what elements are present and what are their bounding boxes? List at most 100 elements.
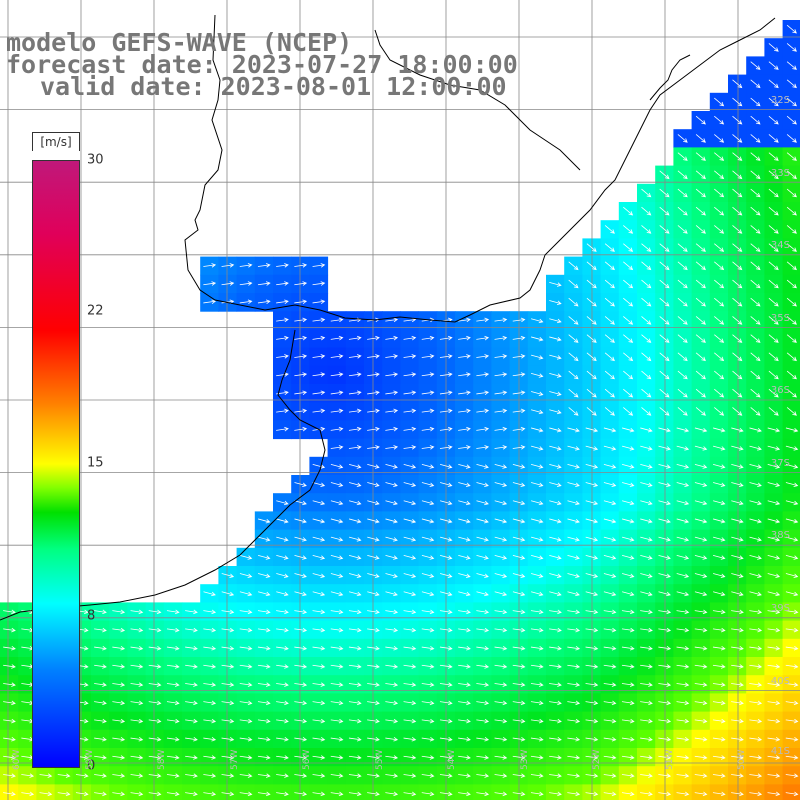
wind-arrow xyxy=(731,682,744,687)
lon-label: 52W xyxy=(592,749,602,770)
wind-arrow xyxy=(712,700,726,706)
wind-arrow xyxy=(294,609,308,615)
wind-arrow xyxy=(677,370,688,380)
wind-arrow xyxy=(750,243,761,252)
wind-arrow xyxy=(367,408,380,414)
wind-arrow xyxy=(659,188,670,198)
wind-arrow xyxy=(567,554,580,560)
wind-arrow xyxy=(568,261,579,271)
wind-arrow xyxy=(768,225,779,234)
wind-arrow xyxy=(731,482,744,487)
wind-speed-cell xyxy=(455,784,474,800)
wind-arrow xyxy=(530,791,544,797)
wind-speed-cell xyxy=(637,784,656,800)
wind-arrow xyxy=(785,700,799,706)
wind-arrow xyxy=(585,463,599,469)
wind-arrow xyxy=(750,334,761,343)
wind-arrow xyxy=(203,609,217,615)
wind-arrow xyxy=(94,718,107,724)
wind-arrow xyxy=(112,627,126,633)
wind-arrow xyxy=(568,407,579,416)
wind-arrow xyxy=(166,664,180,669)
wind-arrow xyxy=(640,591,653,597)
wind-arrow xyxy=(695,370,706,380)
wind-arrow xyxy=(585,500,599,506)
wind-arrow xyxy=(494,773,508,778)
wind-arrow xyxy=(221,755,235,760)
wind-arrow xyxy=(749,536,762,542)
wind-arrow xyxy=(749,773,763,778)
wind-arrow xyxy=(749,463,762,469)
wind-arrow xyxy=(677,261,688,271)
wind-arrow xyxy=(330,664,344,669)
wind-arrow xyxy=(94,664,107,669)
wind-arrow xyxy=(695,279,706,289)
wind-arrow xyxy=(276,573,289,578)
wind-arrow xyxy=(585,627,599,633)
wind-arrow xyxy=(767,536,781,542)
wind-arrow xyxy=(348,664,362,669)
wind-arrow xyxy=(348,426,362,432)
wind-arrow xyxy=(348,773,362,778)
wind-arrow xyxy=(185,609,198,615)
wind-arrow xyxy=(257,682,271,687)
wind-arrow xyxy=(731,445,744,451)
wind-arrow xyxy=(166,627,180,633)
wind-arrow xyxy=(239,773,253,778)
wind-arrow xyxy=(640,646,653,651)
wind-arrow xyxy=(294,737,308,742)
wind-arrow xyxy=(567,718,581,724)
wind-arrow xyxy=(403,646,417,651)
wind-arrow xyxy=(712,609,726,615)
wind-arrow xyxy=(403,573,417,578)
wind-arrow xyxy=(567,445,580,451)
lon-label: 50W xyxy=(737,749,747,770)
wind-arrow xyxy=(403,554,417,560)
wind-arrow xyxy=(57,791,71,797)
wind-arrow xyxy=(786,297,797,307)
colorbar xyxy=(32,160,80,768)
wind-arrow xyxy=(494,536,508,542)
wind-arrow xyxy=(148,646,162,651)
wind-arrow xyxy=(658,646,672,651)
wind-arrow xyxy=(713,427,726,433)
wind-speed-cell xyxy=(782,311,800,330)
wind-arrow xyxy=(3,718,16,724)
wind-arrow xyxy=(294,482,307,487)
wind-arrow xyxy=(512,554,526,560)
wind-arrow xyxy=(367,773,380,778)
wind-arrow xyxy=(312,554,326,560)
wind-arrow xyxy=(531,554,544,560)
wind-arrow xyxy=(713,518,726,524)
wind-arrow xyxy=(676,682,690,687)
wind-arrow xyxy=(385,682,399,687)
wind-arrow xyxy=(221,791,235,797)
wind-arrow xyxy=(458,773,471,778)
wind-speed-cell xyxy=(782,365,800,385)
wind-arrow xyxy=(385,627,399,633)
wind-arrow xyxy=(130,664,144,669)
wind-arrow xyxy=(549,482,562,487)
wind-arrow xyxy=(94,682,107,687)
wind-arrow xyxy=(385,335,399,341)
wind-speed-cell xyxy=(400,784,420,800)
wind-arrow xyxy=(640,755,653,760)
wind-arrow xyxy=(130,718,144,724)
wind-arrow xyxy=(239,755,253,760)
wind-arrow xyxy=(94,646,107,651)
wind-arrow xyxy=(549,682,562,687)
wind-arrow xyxy=(148,718,162,724)
wind-arrow xyxy=(641,297,652,307)
wind-arrow xyxy=(349,554,362,560)
wind-arrow xyxy=(677,407,688,416)
wind-arrow xyxy=(750,407,761,416)
wind-arrow xyxy=(130,609,144,615)
wind-arrow xyxy=(276,281,289,286)
wind-arrow xyxy=(622,463,635,469)
wind-arrow xyxy=(185,737,198,742)
wind-arrow xyxy=(676,791,690,797)
wind-arrow xyxy=(221,773,235,778)
wind-arrow xyxy=(403,664,417,669)
wind-arrow xyxy=(676,573,690,578)
wind-arrow xyxy=(604,370,615,380)
